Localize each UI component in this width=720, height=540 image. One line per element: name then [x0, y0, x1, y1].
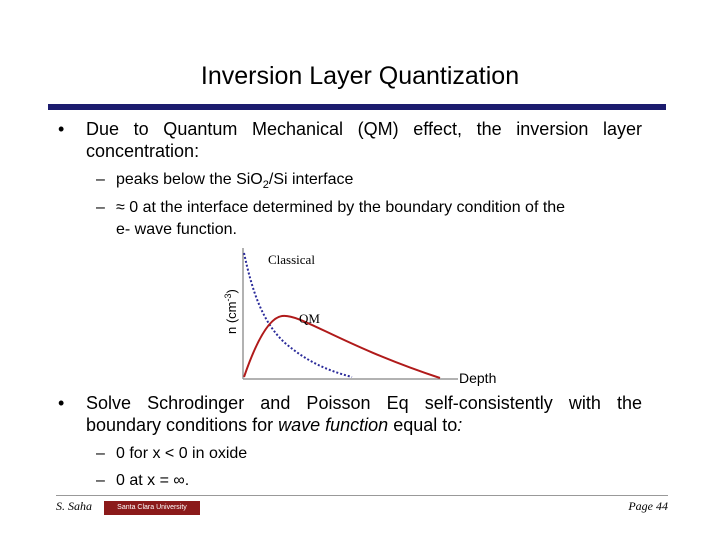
bullet-2-text-start: Solve Schrodinger and Poisson Eq self-co… — [86, 393, 642, 435]
sub-dash: – — [96, 171, 105, 188]
sub-bullet-1-text: peaks below the SiO — [116, 171, 263, 188]
bullet-2-text: Solve Schrodinger and Poisson Eq self-co… — [86, 392, 642, 436]
slide-title: Inversion Layer Quantization — [200, 62, 520, 90]
sub-dash: – — [96, 445, 105, 462]
sub-dash: – — [96, 472, 105, 489]
qm-label: QM — [299, 311, 320, 326]
bullet-2-colon: : — [457, 415, 463, 435]
sub-bullet-1-text-end: /Si interface — [268, 171, 354, 188]
footer-divider — [56, 495, 668, 496]
y-axis-label: n (cm-3) — [223, 289, 239, 334]
sub-bullet-1: peaks below the SiO2/Si interface — [116, 169, 353, 196]
sub-dash: – — [96, 199, 105, 216]
classical-curve — [243, 252, 353, 378]
bullet-marker: • — [58, 393, 65, 413]
footer-author: S. Saha — [56, 499, 92, 513]
sub-bullet-1-subscript: 2 — [262, 179, 269, 192]
sub-bullet-2-line-1: ≈ 0 at the interface determined by the b… — [116, 199, 566, 216]
sub-bullet-4: 0 at x = ∞. — [116, 472, 190, 489]
title-divider — [48, 104, 666, 110]
university-logo: Santa Clara University — [104, 501, 200, 515]
x-axis-label: Depth — [459, 370, 496, 386]
bullet-2-italic: wave function — [278, 415, 389, 435]
page-number: Page 44 — [628, 499, 668, 513]
sub-bullet-2-line-2: e- wave function. — [116, 221, 237, 238]
classical-label: Classical — [268, 252, 315, 267]
bullet-marker: • — [58, 119, 65, 139]
sub-bullet-3: 0 for x < 0 in oxide — [116, 445, 248, 462]
bullet-1-text: Due to Quantum Mechanical (QM) effect, t… — [86, 119, 642, 161]
qm-curve — [243, 314, 441, 379]
bullet-2-text-end: equal to — [388, 415, 458, 435]
